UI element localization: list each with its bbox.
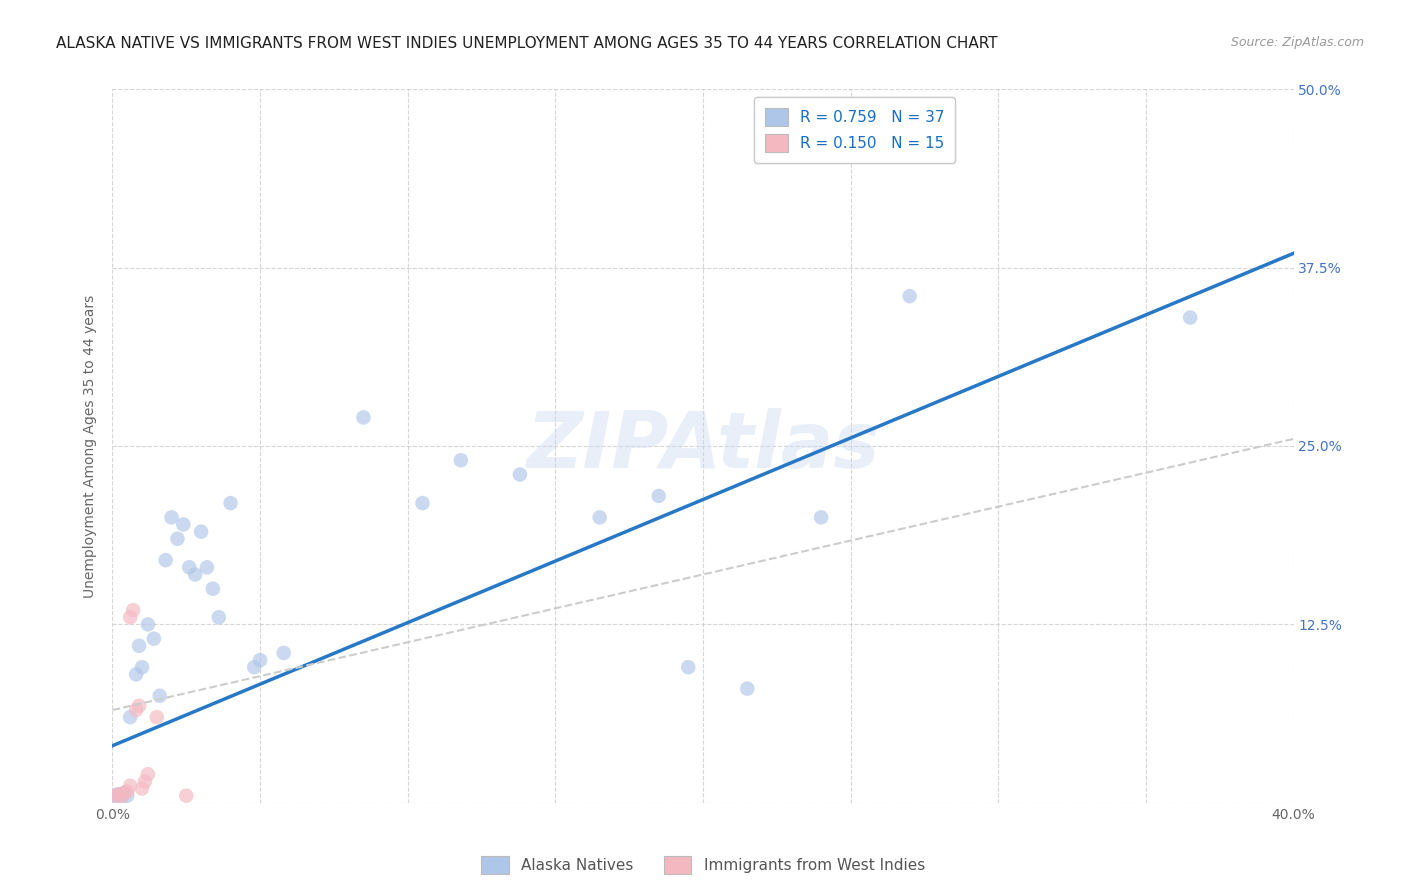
Point (810, 510, 832, 524)
Text: ZIPAtlas: ZIPAtlas (526, 408, 880, 484)
Point (110, 790, 132, 805)
Point (509, 467, 531, 482)
Point (190, 524, 212, 539)
Point (195, 560, 218, 574)
Point (450, 453, 472, 467)
Point (249, 653, 271, 667)
Point (112, 786, 135, 800)
Text: Source: ZipAtlas.com: Source: ZipAtlas.com (1230, 36, 1364, 49)
Y-axis label: Unemployment Among Ages 35 to 44 years: Unemployment Among Ages 35 to 44 years (83, 294, 97, 598)
Point (117, 789, 138, 803)
Point (117, 784, 138, 798)
Point (120, 710, 142, 724)
Point (678, 660, 700, 674)
Point (107, 787, 129, 801)
Point (737, 681, 759, 696)
Point (131, 660, 153, 674)
Point (243, 660, 266, 674)
Point (172, 517, 194, 532)
Point (125, 667, 148, 681)
Point (201, 582, 224, 596)
Point (411, 496, 433, 510)
Point (110, 790, 132, 805)
Point (174, 789, 197, 803)
Point (219, 496, 242, 510)
Point (179, 560, 201, 574)
Point (149, 689, 172, 703)
Point (155, 553, 177, 567)
Legend: R = 0.759   N = 37, R = 0.150   N = 15: R = 0.759 N = 37, R = 0.150 N = 15 (754, 97, 955, 163)
Legend: Alaska Natives, Immigrants from West Indies: Alaska Natives, Immigrants from West Ind… (475, 850, 931, 880)
Point (120, 779, 142, 793)
Point (104, 789, 127, 803)
Point (208, 610, 231, 624)
Point (352, 410, 374, 425)
Point (120, 610, 142, 624)
Point (122, 603, 145, 617)
Point (134, 774, 156, 789)
Point (104, 789, 127, 803)
Point (184, 567, 207, 582)
Point (146, 710, 169, 724)
Point (647, 489, 671, 503)
Point (273, 646, 295, 660)
Point (588, 510, 610, 524)
Point (125, 703, 148, 717)
Point (128, 698, 150, 713)
Point (142, 632, 165, 646)
Point (136, 767, 159, 781)
Text: ALASKA NATIVE VS IMMIGRANTS FROM WEST INDIES UNEMPLOYMENT AMONG AGES 35 TO 44 YE: ALASKA NATIVE VS IMMIGRANTS FROM WEST IN… (56, 36, 998, 51)
Point (128, 639, 150, 653)
Point (160, 510, 183, 524)
Point (107, 787, 129, 801)
Point (166, 532, 188, 546)
Point (136, 617, 159, 632)
Point (112, 786, 135, 800)
Point (131, 781, 153, 796)
Point (1178, 310, 1201, 325)
Point (898, 289, 921, 303)
